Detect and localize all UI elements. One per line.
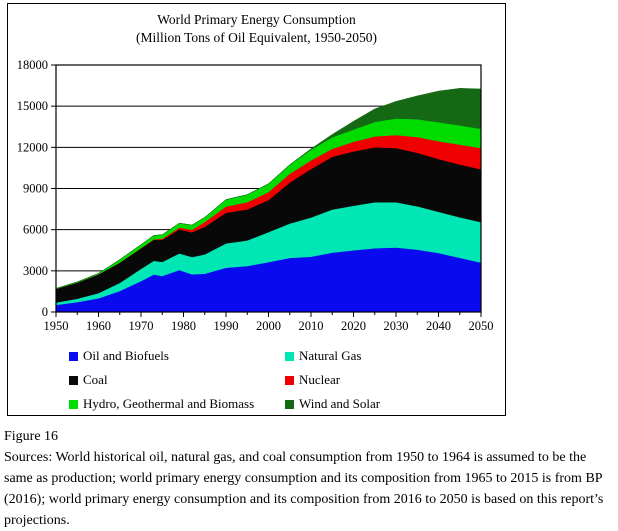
- y-axis-tick-label: 12000: [17, 140, 48, 154]
- legend-label-coal: Coal: [83, 372, 108, 387]
- legend-swatch-wind-and-solar: [285, 399, 294, 409]
- stacked-area-chart: 1950 1960 1970 1980 1990 2000 2010 2020 2030 2040…: [17, 58, 494, 333]
- x-axis-tick-label: 1970: [129, 319, 154, 333]
- chart-title-line1: World Primary Energy Consumption: [157, 12, 356, 27]
- y-axis-tick-label: 15000: [17, 99, 48, 113]
- y-axis-tick-label: 6000: [23, 223, 48, 237]
- x-axis-tick-label: 1980: [171, 319, 196, 333]
- x-axis-tick-label: 2000: [256, 319, 281, 333]
- y-axis-tick-label: 0: [42, 305, 48, 319]
- legend-label-nuclear: Nuclear: [299, 372, 341, 387]
- x-axis-tick-label: 2050: [469, 319, 494, 333]
- legend-swatch-hydro-geothermal-biomass: [69, 399, 78, 409]
- x-axis-tick-label: 2010: [299, 319, 324, 333]
- legend-item-hydro-geothermal-biomass: Hydro, Geothermal and Biomass: [69, 396, 254, 411]
- caption-block: Figure 16 Sources: World historical oil,…: [4, 426, 616, 531]
- x-axis-tick-label: 2030: [384, 319, 409, 333]
- legend-swatch-natural-gas: [285, 351, 294, 361]
- sources-caption: Sources: World historical oil, natural g…: [4, 450, 604, 528]
- x-axis-tick-label: 2020: [341, 319, 366, 333]
- y-axis-tick-label: 3000: [23, 264, 48, 278]
- y-axis-tick-label: 9000: [23, 182, 48, 196]
- legend-label-wind-and-solar: Wind and Solar: [299, 396, 381, 411]
- x-axis-tick-label: 1950: [44, 319, 69, 333]
- legend-item-nuclear: Nuclear: [285, 372, 340, 387]
- x-axis-tick-label: 1960: [86, 319, 111, 333]
- legend-item-coal: Coal: [69, 372, 108, 387]
- legend-label-hydro-geothermal-biomass: Hydro, Geothermal and Biomass: [83, 396, 255, 411]
- chart-title-line2: (Million Tons of Oil Equivalent, 1950-20…: [135, 30, 378, 46]
- chart-outer-box: World Primary Energy Consumption (Millio…: [7, 3, 506, 416]
- legend-item-wind-and-solar: Wind and Solar: [285, 396, 380, 411]
- x-axis-tick-label: 1990: [214, 319, 239, 333]
- x-axis-tick-label: 2040: [426, 319, 451, 333]
- legend-label-oil-and-biofuels: Oil and Biofuels: [83, 348, 169, 363]
- figure-number: Figure 16: [4, 429, 59, 444]
- legend-swatch-nuclear: [285, 375, 294, 385]
- legend-swatch-coal: [69, 375, 78, 385]
- legend-swatch-oil-and-biofuels: [69, 351, 78, 361]
- legend-item-natural-gas: Natural Gas: [285, 348, 361, 363]
- y-axis-tick-label: 18000: [17, 58, 48, 72]
- chart-title: World Primary Energy Consumption (Millio…: [8, 11, 505, 47]
- legend-label-natural-gas: Natural Gas: [299, 348, 362, 363]
- legend-item-oil-and-biofuels: Oil and Biofuels: [69, 348, 169, 363]
